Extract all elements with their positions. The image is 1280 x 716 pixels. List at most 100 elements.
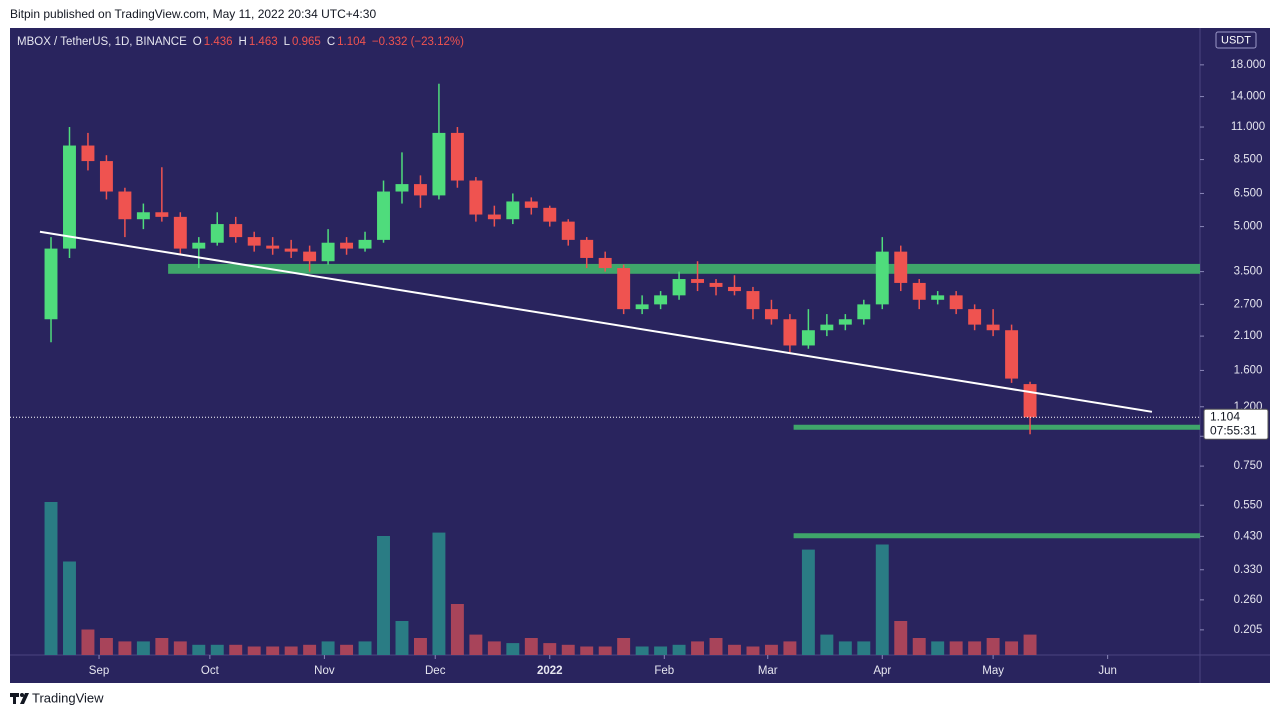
volume-bar — [728, 644, 741, 655]
trendline — [39, 230, 1153, 413]
candle-body — [266, 245, 280, 249]
y-tick-label: 8.500 — [1234, 154, 1263, 166]
x-tick-label: Mar — [758, 665, 778, 677]
volume-bar — [487, 641, 501, 655]
volume-bar — [469, 634, 483, 655]
x-tick-label: May — [982, 665, 1004, 677]
volume-bar — [321, 641, 335, 655]
volume-bar — [838, 641, 852, 655]
candle-body — [580, 239, 594, 258]
volume-bar — [284, 646, 298, 655]
candle-body — [875, 251, 889, 305]
candle-body — [340, 242, 354, 249]
volume-bar — [949, 641, 963, 655]
volume-bar — [857, 641, 871, 655]
candle-body — [81, 145, 95, 162]
candle-body — [63, 145, 76, 249]
volume-bar — [691, 641, 705, 655]
x-tick-label: Jun — [1098, 665, 1117, 677]
change: −0.332 (−23.12%) — [372, 36, 464, 48]
volume-bar — [783, 641, 797, 655]
volume-bar — [99, 638, 113, 655]
ohlc-label: C — [327, 36, 335, 48]
candle-body — [543, 207, 557, 222]
candle-body — [1005, 330, 1019, 379]
y-tick-label: 18.000 — [1230, 59, 1265, 71]
volume-bar — [746, 646, 760, 655]
y-tick-label: 6.500 — [1234, 187, 1263, 199]
candle-body — [746, 291, 760, 310]
candle-body — [894, 251, 908, 283]
volume-bar — [524, 638, 538, 655]
ohlc-label: L — [284, 36, 291, 48]
candle-body — [247, 237, 261, 246]
volume-bar — [561, 644, 575, 655]
brand-logo — [10, 693, 29, 704]
volume-bar — [635, 646, 649, 655]
candle-body — [358, 239, 372, 249]
ohlc-value: 1.463 — [249, 36, 278, 48]
x-tick-label: Apr — [873, 665, 891, 677]
x-tick-label: Nov — [314, 665, 335, 677]
last-price-label: 1.104 — [1210, 409, 1240, 423]
candle-body — [136, 212, 150, 220]
ohlc-value: 0.965 — [292, 36, 321, 48]
candle-body — [229, 224, 243, 238]
candle-body — [764, 309, 778, 320]
volume-bar — [801, 549, 815, 655]
volume-bar — [672, 644, 686, 655]
y-tick-label: 2.700 — [1234, 298, 1263, 310]
candle-body — [303, 251, 317, 262]
resistance-zone — [168, 263, 1201, 274]
volume-bar — [764, 644, 778, 655]
volume-bar — [912, 638, 926, 655]
candle-body — [321, 242, 335, 262]
volume-bar — [1005, 641, 1019, 655]
candle-body — [986, 324, 1000, 331]
volume-bar — [173, 641, 187, 655]
candle-body — [783, 319, 797, 346]
y-tick-label: 0.430 — [1234, 530, 1263, 542]
brand: TradingView — [32, 690, 104, 705]
y-tick-label: 5.000 — [1234, 221, 1263, 233]
y-tick-label: 2.100 — [1234, 330, 1263, 342]
volume-bar — [1023, 634, 1037, 655]
countdown: 07:55:31 — [1210, 423, 1257, 437]
candle-body — [155, 212, 169, 217]
volume-bar — [210, 644, 224, 655]
y-tick-label: 0.550 — [1234, 499, 1263, 511]
volume-bar — [136, 641, 150, 655]
currency-box — [1215, 31, 1257, 49]
symbol-title: MBOX / TetherUS, 1D, BINANCE — [17, 36, 187, 48]
volume-bar — [931, 641, 945, 655]
candle-body — [709, 282, 723, 287]
candle-body — [728, 286, 741, 292]
volume-bar — [654, 646, 668, 655]
volume-bar — [709, 638, 723, 655]
candle-body — [617, 268, 631, 310]
candle-body — [654, 295, 668, 305]
candle-body — [691, 279, 705, 283]
candle-body — [118, 191, 132, 220]
y-tick-label: 0.205 — [1234, 624, 1263, 636]
x-tick-label: Feb — [654, 665, 674, 677]
x-tick-label: Dec — [425, 665, 446, 677]
candle-body — [801, 330, 815, 346]
candle-body — [598, 257, 612, 269]
candle-body — [487, 214, 501, 220]
ohlc-value: 1.104 — [337, 36, 366, 48]
candle-body — [968, 309, 982, 325]
y-tick-label: 0.260 — [1234, 594, 1263, 606]
x-tick-label: 2022 — [537, 665, 563, 677]
candle-body — [672, 279, 686, 296]
volume-bar — [229, 644, 243, 655]
volume-bar — [580, 646, 594, 655]
candle-body — [561, 221, 575, 240]
volume-bar — [192, 644, 206, 655]
volume-bar — [266, 646, 280, 655]
y-tick-label: 0.750 — [1234, 460, 1263, 472]
candle-body — [820, 324, 834, 331]
volume-bar — [340, 644, 354, 655]
x-tick-label: Oct — [201, 665, 220, 677]
last-price-box — [1203, 408, 1269, 440]
